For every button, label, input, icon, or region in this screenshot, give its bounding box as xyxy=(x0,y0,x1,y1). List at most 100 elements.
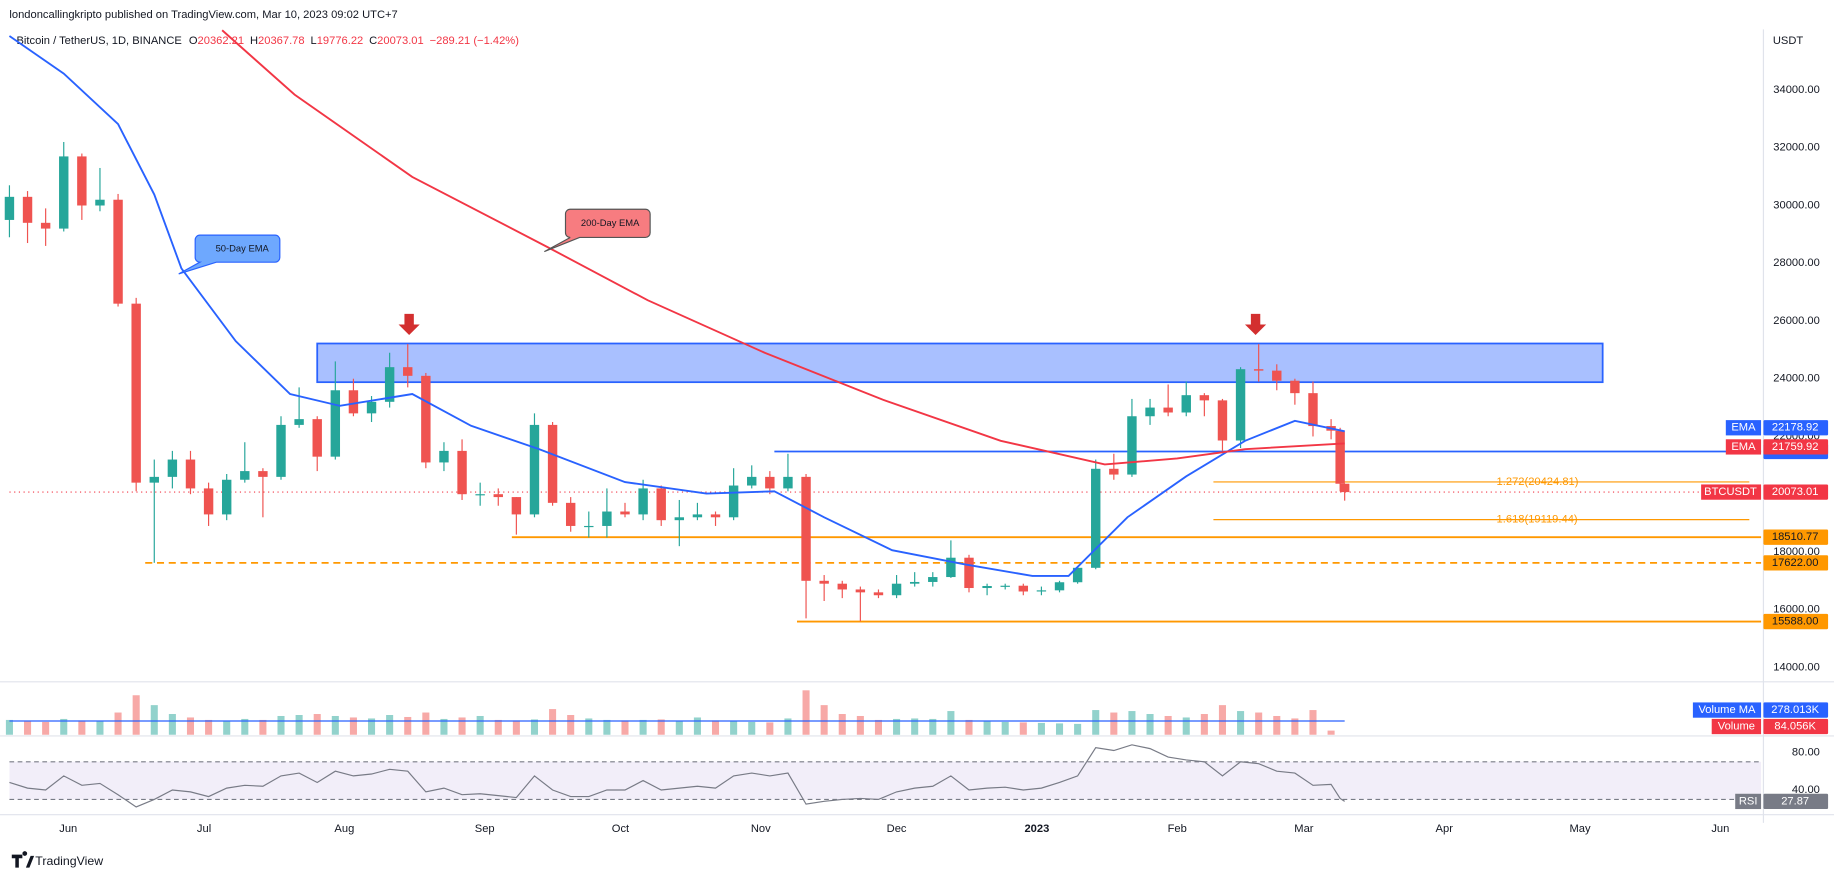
y-tick-label: 16000.00 xyxy=(1773,604,1820,616)
volume-bar xyxy=(150,705,158,735)
volume-bar xyxy=(1218,705,1226,735)
change: −289.21 (−1.42%) xyxy=(430,35,520,47)
candle-body xyxy=(710,514,721,518)
candle-body xyxy=(1335,430,1345,484)
candle-body xyxy=(891,583,902,596)
volume-bar xyxy=(42,721,50,735)
candle-body xyxy=(276,424,286,477)
candle-body xyxy=(584,525,594,528)
candle-body xyxy=(330,390,341,457)
candle-body xyxy=(4,196,15,220)
candle-body xyxy=(384,367,395,402)
level-box xyxy=(1763,613,1829,630)
volume-name-box xyxy=(1711,718,1762,735)
volume-bar xyxy=(784,718,792,735)
volume-bar xyxy=(349,717,357,735)
y-tick-label: 30000.00 xyxy=(1773,199,1820,211)
volume-value-label: 84.056K xyxy=(1774,720,1816,732)
volume-bar xyxy=(60,718,68,735)
y-tick-label: 34000.00 xyxy=(1773,84,1820,96)
volume-bar xyxy=(1309,710,1317,735)
volume-value-box xyxy=(1763,718,1829,735)
candle-body xyxy=(493,494,503,498)
candle-body xyxy=(366,401,377,414)
rsi-name: RSI xyxy=(1739,795,1758,807)
fib-label: 1.272(20424.81) xyxy=(1497,476,1579,488)
ema-value-box xyxy=(1763,439,1829,455)
y-tick-label: 28000.00 xyxy=(1773,257,1820,269)
candle-body xyxy=(1109,468,1119,475)
publisher-line: londoncallingkripto published on Trading… xyxy=(9,9,397,21)
volume-bar xyxy=(748,721,756,735)
x-tick-label: May xyxy=(1569,823,1590,835)
volume-bar xyxy=(1074,723,1082,735)
candle-body xyxy=(131,303,141,483)
candle-body xyxy=(403,367,413,376)
candle-body xyxy=(221,479,232,515)
candle-body xyxy=(457,450,467,495)
candle-body xyxy=(1163,407,1173,413)
candle-body xyxy=(1253,369,1264,371)
volume-bar xyxy=(838,714,846,735)
volume-bar xyxy=(657,719,665,735)
footer: TradingView xyxy=(35,854,103,868)
volume-bar xyxy=(711,720,720,735)
x-tick-label: Mar xyxy=(1294,823,1313,835)
candle-body xyxy=(1181,395,1191,413)
x-tick-label: Jun xyxy=(1711,823,1729,835)
candle-body xyxy=(185,459,196,489)
rsi-band xyxy=(9,761,1762,800)
currency: USDT xyxy=(1773,35,1804,47)
candle-body xyxy=(258,471,268,477)
volume-bar xyxy=(621,720,629,735)
x-tick-label: Dec xyxy=(887,823,907,835)
volume-name-box xyxy=(1692,702,1762,718)
volume-bar xyxy=(530,719,539,735)
callout xyxy=(544,208,651,253)
candle-body xyxy=(1308,393,1318,427)
volume-bar xyxy=(1110,712,1118,735)
volume-bar xyxy=(911,718,919,735)
candle-body xyxy=(1000,585,1010,587)
volume-bar xyxy=(78,720,86,735)
candle-body xyxy=(22,196,33,223)
y-tick-label: 26000.00 xyxy=(1773,315,1820,327)
candle-body xyxy=(312,419,322,457)
volume-bar xyxy=(983,720,991,735)
rsi-line xyxy=(9,744,1345,808)
volume-bar xyxy=(693,717,701,735)
volume-bar xyxy=(1055,723,1064,735)
volume-bar xyxy=(1092,710,1100,735)
volume-bar xyxy=(1255,712,1263,735)
volume-bar xyxy=(1291,718,1299,735)
volume-value-box xyxy=(1763,702,1829,718)
candle-body xyxy=(765,476,775,489)
callout-text: 200-Day EMA xyxy=(581,217,640,228)
ohlc-label: C xyxy=(369,35,377,47)
rsi-value-label: 27.87 xyxy=(1781,795,1809,807)
candle-body xyxy=(547,424,558,503)
volume-bar xyxy=(1001,721,1009,735)
x-tick-label: Sep xyxy=(475,823,495,835)
candle-body xyxy=(1272,370,1282,381)
volume-bar xyxy=(494,719,502,735)
volume-bar xyxy=(1327,730,1335,735)
callout xyxy=(178,234,281,275)
volume-bar xyxy=(186,717,195,735)
ohlc-label: H xyxy=(250,35,258,47)
volume-bar xyxy=(368,718,376,735)
candle-body xyxy=(1018,585,1029,592)
level-label: 18510.77 xyxy=(1772,531,1819,543)
candle-body xyxy=(819,580,829,584)
volume-bar xyxy=(476,715,484,735)
volume-bar xyxy=(241,718,249,735)
volume-bar xyxy=(313,714,321,735)
volume-bar xyxy=(205,719,213,735)
volume-bar xyxy=(1237,711,1245,735)
ema-name: EMA xyxy=(1731,422,1756,434)
level-box xyxy=(1763,529,1829,545)
volume-bar xyxy=(422,712,430,735)
volume-bar xyxy=(512,720,520,735)
